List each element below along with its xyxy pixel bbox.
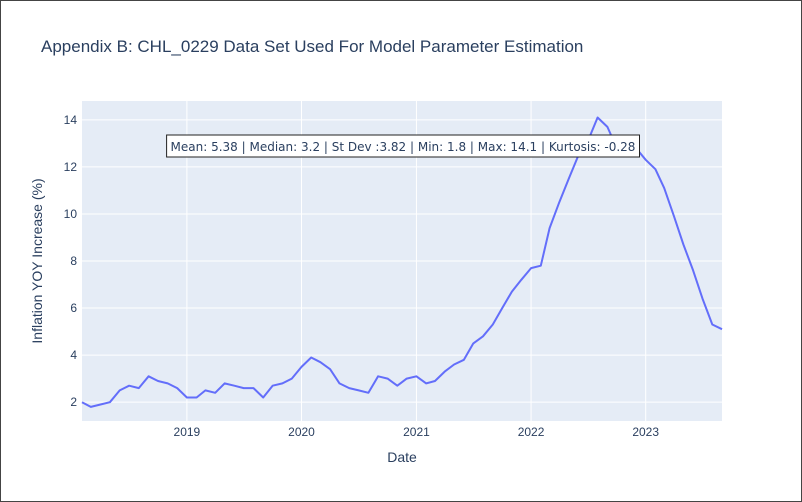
x-tick-label: 2023 [632, 425, 659, 439]
y-tick-label: 12 [64, 160, 78, 174]
y-tick-label: 4 [70, 348, 77, 362]
y-tick-label: 10 [64, 207, 78, 221]
y-axis-title: Inflation YOY Increase (%) [29, 178, 45, 343]
x-axis-ticks: 2019 2020 2021 2022 2023 [174, 425, 660, 439]
x-tick-label: 2022 [518, 425, 545, 439]
y-tick-label: 6 [70, 301, 77, 315]
x-tick-label: 2020 [288, 425, 315, 439]
x-tick-label: 2021 [403, 425, 430, 439]
y-tick-label: 14 [64, 113, 78, 127]
stats-annotation: Mean: 5.38 | Median: 3.2 | St Dev :3.82 … [166, 134, 640, 158]
y-tick-label: 8 [70, 254, 77, 268]
x-tick-label: 2019 [174, 425, 201, 439]
chart-title: Appendix B: CHL_0229 Data Set Used For M… [41, 37, 583, 56]
x-axis-title: Date [387, 449, 417, 465]
stats-annotation-text: Mean: 5.38 | Median: 3.2 | St Dev :3.82 … [171, 140, 636, 154]
y-axis-ticks: 2 4 6 8 10 12 14 [64, 113, 78, 409]
stats-annotation-box [166, 134, 640, 158]
y-tick-label: 2 [70, 395, 77, 409]
